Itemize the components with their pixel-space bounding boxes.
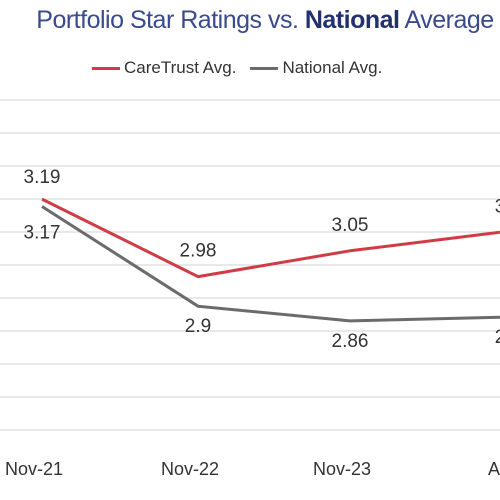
legend-label-national: National Avg. <box>282 58 383 77</box>
x-tick-label: Nov-23 <box>313 459 371 479</box>
legend-swatch-caretrust <box>92 66 120 70</box>
chart-title-part1: Portfolio Star Ratings vs. <box>36 6 305 34</box>
chart-title: Portfolio Star Ratings vs. National Aver… <box>0 6 500 35</box>
data-label-national: 2.9 <box>185 316 211 337</box>
series-layer <box>41 197 500 323</box>
x-tick-label: Nov-21 <box>5 459 63 479</box>
chart-title-bold: National <box>304 6 400 34</box>
data-label-caretrust: 3.05 <box>332 215 369 236</box>
data-label-national: 2.86 <box>332 331 369 352</box>
series-line-national <box>41 205 500 323</box>
series-line-caretrust <box>41 197 500 279</box>
x-tick-layer: Nov-21 Nov-22 Nov-23 Ap <box>5 459 500 479</box>
legend-item-national: National Avg. <box>250 58 382 78</box>
x-tick-label: Nov-22 <box>161 459 219 479</box>
data-label-caretrust: 2.98 <box>180 241 217 262</box>
chart-title-part2: Average <box>399 6 495 34</box>
legend-swatch-national <box>250 66 279 70</box>
data-label-caretrust: 3 <box>495 196 500 217</box>
x-tick-label: Ap <box>488 459 500 479</box>
legend-item-caretrust: CareTrust Avg. <box>92 58 236 78</box>
chart-legend: CareTrust Avg. National Avg. <box>92 58 396 78</box>
data-label-national: 3.17 <box>24 223 61 244</box>
data-label-layer: 3.19 2.98 3.05 3 3.17 2.9 2.86 2 <box>24 167 500 352</box>
data-label-caretrust: 3.19 <box>24 167 61 188</box>
legend-label-caretrust: CareTrust Avg. <box>124 58 237 77</box>
data-label-national: 2 <box>495 327 500 348</box>
grid-layer <box>0 99 500 431</box>
